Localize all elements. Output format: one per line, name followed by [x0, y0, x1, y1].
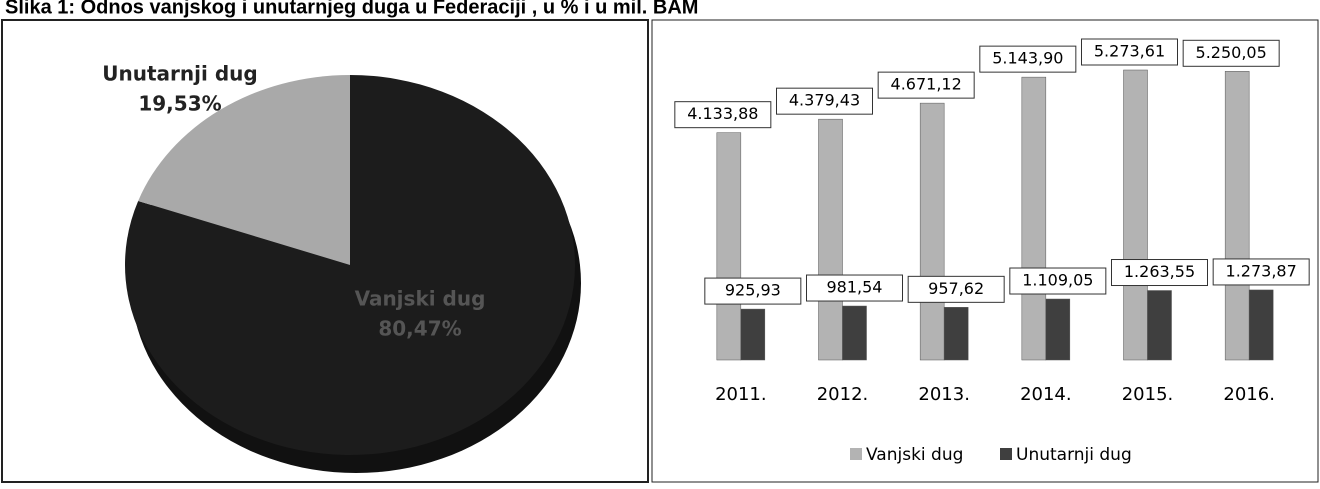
bar: [716, 132, 742, 361]
value-label: 4.379,43: [789, 91, 860, 110]
bar: [1147, 290, 1172, 361]
pie-label-name: Vanjski dug: [355, 287, 486, 311]
x-tick-label: 2015.: [1122, 384, 1174, 405]
pie-label-name: Unutarnji dug: [102, 62, 257, 86]
bar: [842, 305, 867, 361]
pie-label-value: 80,47%: [378, 317, 461, 341]
x-tick-label: 2012.: [817, 384, 869, 405]
value-label-box: [806, 274, 903, 302]
value-label-box: [1111, 259, 1208, 287]
value-label-box: [1009, 267, 1107, 295]
value-label: 5.143,90: [992, 49, 1063, 68]
bar: [1123, 69, 1148, 361]
value-label: 925,93: [725, 281, 781, 300]
x-tick-label: 2014.: [1020, 384, 1072, 405]
bar: [1021, 76, 1047, 361]
bar: [740, 308, 766, 361]
bar: [919, 102, 945, 361]
value-label-box: [907, 275, 1005, 303]
value-label-box: [979, 45, 1077, 73]
bar: [1224, 71, 1250, 361]
value-label-box: [776, 87, 873, 115]
value-label: 981,54: [827, 278, 883, 297]
value-label: 4.133,88: [687, 104, 758, 123]
value-label: 1.109,05: [1022, 271, 1093, 290]
pie-label-value: 19,53%: [138, 92, 221, 116]
value-label: 4.671,12: [891, 75, 962, 94]
bar: [1248, 289, 1274, 361]
value-label-box: [1182, 39, 1280, 67]
value-label-box: [704, 277, 802, 305]
x-tick-label: 2016.: [1223, 384, 1275, 405]
value-label-box: [877, 71, 975, 99]
value-label-box: [1081, 38, 1178, 66]
legend-swatch: [850, 448, 862, 460]
x-tick-label: 2013.: [918, 384, 970, 405]
pie-frame: [1, 19, 649, 483]
value-label: 5.250,05: [1196, 43, 1267, 62]
value-label: 1.273,87: [1226, 261, 1297, 280]
page-title: Slika 1: Odnos vanjskog i unutarnjeg dug…: [5, 0, 698, 18]
value-label-box: [1212, 258, 1310, 286]
x-tick-label: 2011.: [715, 384, 767, 405]
bar: [1045, 298, 1071, 361]
value-label: 1.263,55: [1124, 262, 1195, 281]
value-label-box: [674, 101, 772, 129]
bar: [943, 307, 969, 361]
pie-slice: [138, 74, 350, 265]
legend-label: Unutarnji dug: [1016, 445, 1132, 465]
bar-frame: [651, 19, 1319, 483]
value-label: 957,62: [928, 279, 984, 298]
legend-label: Vanjski dug: [866, 445, 963, 465]
legend-swatch: [1000, 448, 1012, 460]
value-label: 5.273,61: [1094, 42, 1165, 61]
bar: [818, 118, 843, 361]
